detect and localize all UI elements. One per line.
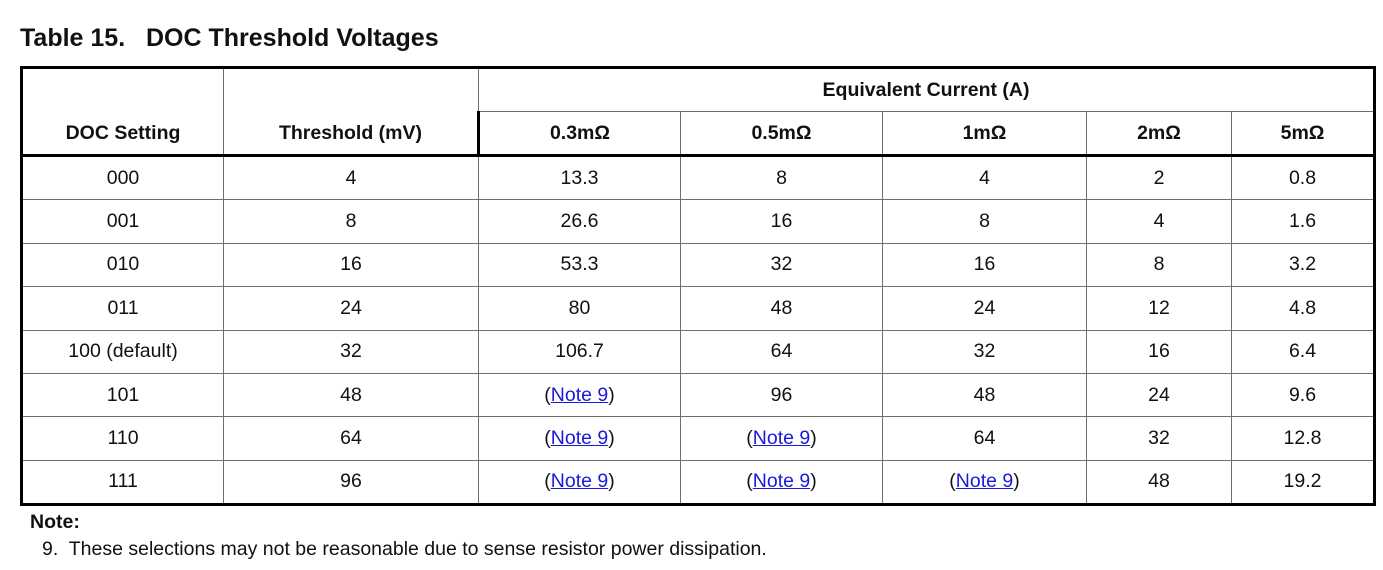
cell-current: 48 (680, 286, 883, 331)
cell-current: (Note 9) (680, 459, 883, 507)
cell-current: 32 (680, 242, 883, 288)
cell-threshold: 64 (223, 416, 479, 461)
cell-current: 1.6 (1230, 199, 1377, 244)
cell-threshold: 4 (223, 154, 479, 201)
note-9-link[interactable]: Note 9 (752, 470, 811, 493)
header-threshold: Threshold (mV) (223, 66, 479, 157)
table-number: Table 15. (20, 24, 126, 52)
cell-current: 32 (1086, 416, 1232, 461)
table-row: 111 96 (Note 9) (Note 9) (Note 9) 48 19.2 (20, 459, 1377, 507)
table-body: 000 4 13.3 8 4 2 0.8 001 8 26.6 16 8 4 1.6 010 16 53.3 32… (20, 154, 1377, 507)
header-resistor: 0.3mΩ (477, 111, 681, 157)
cell-current: (Note 9) (478, 416, 681, 461)
table-title-text: DOC Threshold Voltages (145, 24, 439, 52)
header-resistor: 2mΩ (1086, 111, 1232, 157)
cell-current: 2 (1086, 154, 1232, 201)
cell-threshold: 24 (223, 286, 479, 331)
table-title: Table 15. DOC Threshold Voltages (20, 24, 439, 53)
cell-current: (Note 9) (680, 416, 883, 461)
note-9-link[interactable]: Note 9 (550, 383, 609, 406)
cell-current: 26.6 (478, 199, 681, 244)
cell-doc-setting: 101 (20, 372, 224, 418)
cell-doc-setting: 110 (20, 416, 224, 461)
table-row: 010 16 53.3 32 16 8 3.2 (20, 242, 1377, 288)
table-row: 011 24 80 48 24 12 4.8 (20, 286, 1377, 331)
cell-current: 16 (680, 199, 883, 244)
cell-doc-setting: 011 (20, 286, 224, 331)
note-9-link[interactable]: Note 9 (550, 470, 609, 493)
cell-current: 4.8 (1230, 286, 1377, 331)
note-item: 9. These selections may not be reasonabl… (42, 538, 767, 561)
header-doc-setting: DOC Setting (20, 66, 224, 157)
cell-doc-setting: 100 (default) (20, 329, 224, 374)
note-number: 9. (42, 538, 59, 560)
header-threshold-label: Threshold (mV) (278, 122, 422, 144)
cell-current: 32 (882, 329, 1087, 374)
cell-threshold: 32 (223, 329, 479, 374)
cell-doc-setting: 010 (20, 242, 224, 288)
cell-current: 64 (680, 329, 883, 374)
table-row: 110 64 (Note 9) (Note 9) 64 32 12.8 (20, 416, 1377, 461)
cell-current: 24 (882, 286, 1087, 331)
cell-current: 12.8 (1230, 416, 1377, 461)
cell-current: 64 (882, 416, 1087, 461)
table-row: 101 48 (Note 9) 96 48 24 9.6 (20, 372, 1377, 418)
table-row: 000 4 13.3 8 4 2 0.8 (20, 154, 1377, 201)
table-row: 001 8 26.6 16 8 4 1.6 (20, 199, 1377, 244)
cell-current: 96 (680, 372, 883, 418)
cell-current: 3.2 (1230, 242, 1377, 288)
header-resistor: 1mΩ (882, 111, 1087, 157)
note-9-link[interactable]: Note 9 (955, 470, 1014, 493)
note-9-link[interactable]: Note 9 (550, 427, 609, 450)
cell-current: 19.2 (1230, 459, 1377, 507)
table-row: 100 (default) 32 106.7 64 32 16 6.4 (20, 329, 1377, 374)
cell-current: 4 (1086, 199, 1232, 244)
header-resistor: 5mΩ (1230, 111, 1377, 157)
cell-current: 16 (882, 242, 1087, 288)
cell-current: 24 (1086, 372, 1232, 418)
cell-threshold: 96 (223, 459, 479, 507)
cell-current: 8 (882, 199, 1087, 244)
cell-current: 16 (1086, 329, 1232, 374)
cell-current: 4 (882, 154, 1087, 201)
cell-current: 0.8 (1230, 154, 1377, 201)
cell-current: 80 (478, 286, 681, 331)
note-title: Note: (30, 511, 80, 533)
header-equivalent-current: Equivalent Current (A) (477, 66, 1377, 112)
cell-doc-setting: 000 (20, 154, 224, 201)
cell-current: 12 (1086, 286, 1232, 331)
cell-current: 9.6 (1230, 372, 1377, 418)
cell-threshold: 8 (223, 199, 479, 244)
cell-doc-setting: 001 (20, 199, 224, 244)
cell-current: 53.3 (478, 242, 681, 288)
cell-doc-setting: 111 (20, 459, 224, 507)
cell-current: 106.7 (478, 329, 681, 374)
cell-threshold: 16 (223, 242, 479, 288)
cell-current: (Note 9) (478, 372, 681, 418)
cell-current: 48 (882, 372, 1087, 418)
cell-current: (Note 9) (478, 459, 681, 507)
header-doc-setting-label: DOC Setting (65, 122, 181, 144)
note-text: These selections may not be reasonable d… (68, 538, 767, 560)
cell-current: 8 (680, 154, 883, 201)
note-9-link[interactable]: Note 9 (752, 427, 811, 450)
cell-current: 6.4 (1230, 329, 1377, 374)
cell-current: 13.3 (478, 154, 681, 201)
cell-threshold: 48 (223, 372, 479, 418)
cell-current: (Note 9) (882, 459, 1087, 507)
header-resistor: 0.5mΩ (680, 111, 883, 157)
doc-threshold-table: DOC Setting Threshold (mV) Equivalent Cu… (20, 66, 1377, 507)
cell-current: 8 (1086, 242, 1232, 288)
cell-current: 48 (1086, 459, 1232, 507)
